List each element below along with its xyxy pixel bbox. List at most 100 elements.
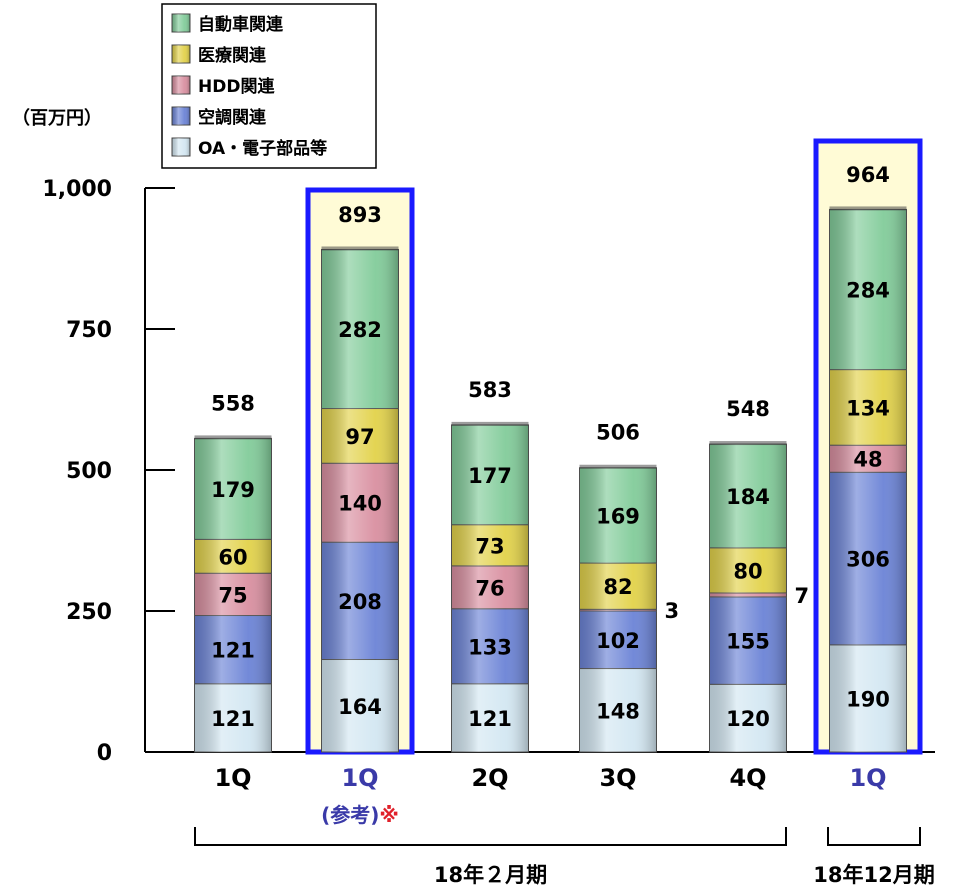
data-label: 75 [218, 583, 247, 607]
bar-segment-shading [829, 445, 907, 473]
data-label: 148 [596, 699, 640, 723]
bar-cap [709, 441, 787, 446]
bar-segment-shading [579, 611, 657, 669]
unit-label: （百万円） [12, 108, 102, 129]
data-label: 82 [603, 575, 632, 599]
bars: 121 121 75 60 179 558 164 208 140 97 282 893 121 133 7… [194, 163, 907, 753]
bar-segment-shading [194, 683, 272, 752]
legend-label: OA・電子部品等 [198, 138, 327, 159]
data-label: 164 [338, 695, 382, 719]
data-label: 121 [211, 639, 255, 663]
bar-segment-shading [829, 209, 907, 370]
data-label: 3 [665, 599, 680, 623]
fiscal-period-groups: 18年２月期 18年12月期 [194, 827, 935, 887]
data-label: 179 [211, 478, 255, 502]
data-label: 282 [338, 318, 382, 342]
legend-swatch-shading [172, 138, 190, 156]
bar-segment-shading [321, 249, 399, 409]
data-label: 97 [345, 425, 374, 449]
group-label: 18年２月期 [434, 863, 547, 887]
data-label: 121 [468, 707, 512, 731]
bar-segment-shading [829, 472, 907, 645]
data-label: 190 [846, 687, 890, 711]
data-label: 121 [211, 707, 255, 731]
legend-swatch-shading [172, 76, 190, 94]
data-label: 80 [733, 559, 762, 583]
legend-box [161, 3, 377, 169]
x-tick-note: (参考)※ [321, 803, 399, 827]
data-label: 60 [218, 545, 247, 569]
data-label: 48 [853, 448, 882, 472]
y-tick-label: 500 [66, 459, 112, 484]
legend-label: 自動車関連 [198, 14, 284, 35]
x-tick-label: 1Q [849, 764, 886, 792]
data-label: 134 [846, 396, 890, 420]
group-bracket [194, 827, 787, 846]
bar-segment-shading [321, 659, 399, 752]
data-label: 306 [846, 548, 890, 572]
bar-segment-shading [321, 408, 399, 464]
bar-segment-shading [829, 369, 907, 446]
data-label: 284 [846, 279, 890, 303]
bar-segment-shading [451, 524, 529, 566]
total-label: 893 [338, 203, 382, 227]
x-tick-label: 1Q [214, 764, 251, 792]
data-label: 184 [726, 485, 770, 509]
bar-cap [451, 421, 529, 426]
bar-segment-shading [709, 547, 787, 593]
bar-segment-shading [194, 615, 272, 684]
data-label: 120 [726, 707, 770, 731]
data-label: 155 [726, 630, 770, 654]
bar-segment-shading [709, 684, 787, 752]
legend-swatch-shading [172, 45, 190, 63]
x-tick-label: 3Q [599, 764, 636, 792]
x-tick-label: 2Q [471, 764, 508, 792]
bar-segment-shading [194, 573, 272, 616]
y-tick-label: 1,000 [42, 177, 112, 202]
data-label: 177 [468, 464, 512, 488]
bar-segment-shading [709, 596, 787, 685]
bar-cap [579, 464, 657, 469]
bar-segment-shading [194, 539, 272, 574]
bar-segment-shading [451, 683, 529, 752]
bar-segment-shading [579, 467, 657, 564]
y-tick-label: 750 [66, 318, 112, 343]
data-label: 102 [596, 629, 640, 653]
data-label: 133 [468, 635, 512, 659]
total-label: 558 [211, 391, 255, 415]
bar-segment-shading [709, 444, 787, 548]
bar-segment-shading [451, 424, 529, 525]
x-axis: 1Q 1Q (参考)※ 2Q 3Q 4Q 1Q [214, 764, 886, 827]
data-label: 169 [596, 504, 640, 528]
data-label: 7 [795, 584, 810, 608]
bar-segment-shading [579, 609, 657, 611]
total-label: 583 [468, 378, 512, 402]
total-label: 964 [846, 163, 890, 187]
bar-segment-shading [451, 608, 529, 684]
legend-swatch-shading [172, 107, 190, 125]
x-tick-label: 4Q [729, 764, 766, 792]
legend-swatch-shading [172, 14, 190, 32]
data-label: 76 [475, 576, 504, 600]
bar-segment-shading [579, 563, 657, 610]
y-tick-label: 0 [97, 741, 112, 766]
bar-segment-shading [194, 438, 272, 540]
legend-label: HDD関連 [198, 76, 275, 97]
group-label: 18年12月期 [813, 863, 934, 887]
data-label: 208 [338, 590, 382, 614]
bar-cap [829, 206, 907, 211]
bar-segment-shading [829, 644, 907, 752]
bar-segment-shading [709, 592, 787, 597]
x-tick-label: 1Q [341, 764, 378, 792]
legend-label: 空調関連 [198, 107, 267, 128]
legend-label: 医療関連 [198, 45, 267, 66]
data-label: 140 [338, 492, 382, 516]
bar-cap [194, 435, 272, 440]
bar-segment-shading [321, 463, 399, 543]
bar-cap [321, 246, 399, 251]
bar-segment-shading [451, 565, 529, 609]
total-label: 506 [596, 421, 640, 445]
bar-segment-shading [579, 668, 657, 752]
group-bracket [827, 827, 921, 846]
